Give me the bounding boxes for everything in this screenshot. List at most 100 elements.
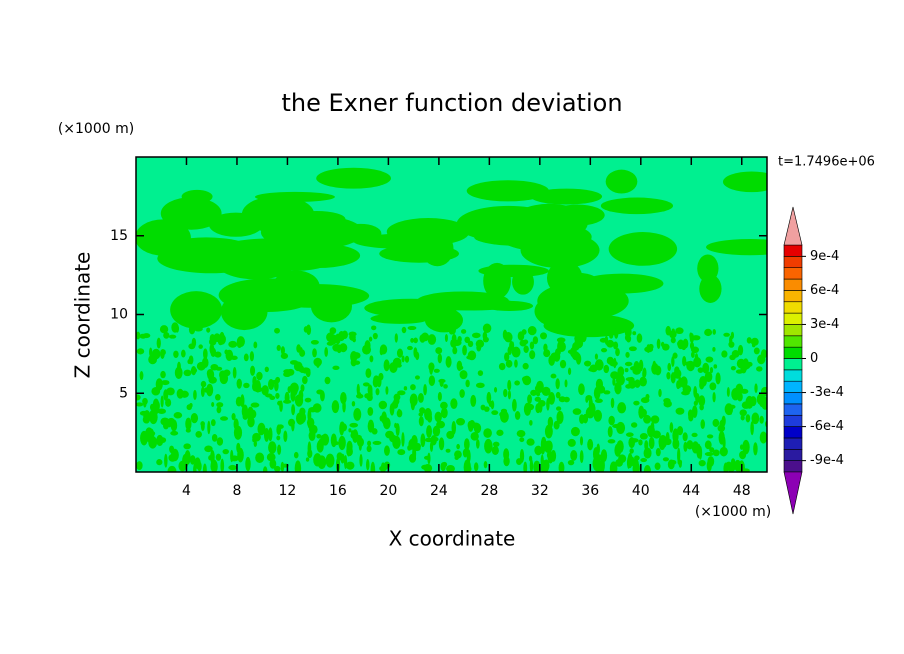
field-patch — [295, 412, 305, 425]
field-patch — [268, 427, 273, 442]
field-patch — [547, 451, 554, 464]
colorbar-swatch — [783, 267, 803, 280]
field-patch — [362, 382, 370, 387]
field-patch — [434, 411, 442, 423]
field-patch — [256, 371, 263, 381]
field-patch — [523, 461, 528, 472]
field-patch — [575, 353, 582, 365]
field-patch — [464, 336, 471, 344]
field-patch — [753, 442, 758, 456]
field-patch — [298, 389, 304, 401]
field-patch — [427, 414, 433, 423]
field-patch — [686, 440, 694, 450]
field-patch — [202, 463, 207, 472]
field-patch — [216, 437, 224, 446]
field-patch — [444, 334, 448, 343]
field-patch — [367, 440, 372, 447]
field-patch — [503, 388, 508, 398]
field-patch — [283, 399, 292, 404]
field-patch — [658, 388, 662, 398]
field-patch — [397, 408, 401, 416]
field-patch — [183, 443, 191, 450]
field-patch — [379, 465, 387, 472]
field-patch — [719, 446, 728, 457]
field-patch — [614, 443, 622, 457]
field-patch — [536, 391, 541, 397]
field-patch — [606, 339, 615, 348]
field-patch — [196, 361, 206, 371]
field-patch — [386, 218, 470, 246]
field-patch — [188, 324, 196, 335]
field-patch — [253, 341, 258, 349]
field-patch — [324, 347, 329, 357]
field-patch — [155, 378, 163, 391]
field-patch — [737, 392, 743, 402]
field-patch — [759, 431, 767, 444]
field-patch — [181, 349, 186, 358]
field-patch — [232, 367, 237, 379]
field-patch — [157, 408, 166, 414]
field-patch — [316, 440, 324, 453]
colorbar-swatch — [783, 290, 803, 303]
field-patch — [185, 417, 192, 431]
field-patch — [349, 422, 359, 428]
field-patch — [739, 450, 747, 460]
field-patch — [483, 406, 490, 412]
field-patch — [491, 445, 499, 455]
field-patch — [507, 390, 512, 400]
field-patch — [161, 380, 170, 386]
field-patch — [462, 448, 468, 458]
field-patch — [514, 359, 518, 368]
field-patch — [652, 430, 661, 439]
field-patch — [633, 400, 640, 406]
field-patch — [220, 458, 225, 472]
field-patch — [648, 343, 654, 350]
field-patch — [638, 405, 645, 419]
field-patch — [283, 369, 292, 374]
field-patch — [627, 456, 635, 461]
field-patch — [358, 441, 362, 451]
field-patch — [682, 432, 688, 442]
field-patch — [437, 353, 443, 364]
field-patch — [633, 360, 640, 373]
field-patch — [209, 343, 215, 355]
field-patch — [570, 426, 580, 437]
field-patch — [148, 436, 158, 449]
field-patch — [214, 393, 221, 401]
colorbar-swatch — [783, 448, 803, 461]
field-patch — [529, 459, 534, 472]
field-patch — [528, 455, 533, 462]
field-patch — [211, 434, 218, 442]
field-patch — [697, 367, 704, 373]
field-patch — [190, 413, 199, 424]
field-patch — [193, 326, 203, 332]
field-patch — [312, 348, 317, 358]
field-patch — [272, 270, 320, 304]
field-patch — [709, 367, 714, 374]
field-patch — [320, 390, 325, 402]
field-patch — [416, 291, 509, 311]
field-patch — [712, 449, 720, 457]
field-patch — [301, 367, 311, 374]
field-patch — [759, 415, 764, 424]
field-patch — [477, 370, 484, 376]
field-patch — [139, 410, 148, 416]
field-patch — [409, 393, 418, 407]
field-patch — [292, 386, 298, 396]
field-patch — [547, 416, 554, 429]
field-patch — [350, 350, 358, 363]
field-patch — [704, 328, 713, 337]
field-patch — [465, 465, 472, 472]
field-patch — [242, 413, 248, 420]
field-patch — [340, 426, 345, 432]
field-patch — [751, 342, 756, 348]
field-patch — [437, 391, 442, 402]
field-patch — [368, 336, 373, 342]
field-patch — [526, 438, 535, 446]
field-patch — [526, 403, 535, 411]
colorbar-swatch — [783, 358, 803, 371]
field-patch — [467, 340, 474, 348]
field-patch — [307, 417, 313, 429]
colorbar-swatch — [783, 437, 803, 450]
